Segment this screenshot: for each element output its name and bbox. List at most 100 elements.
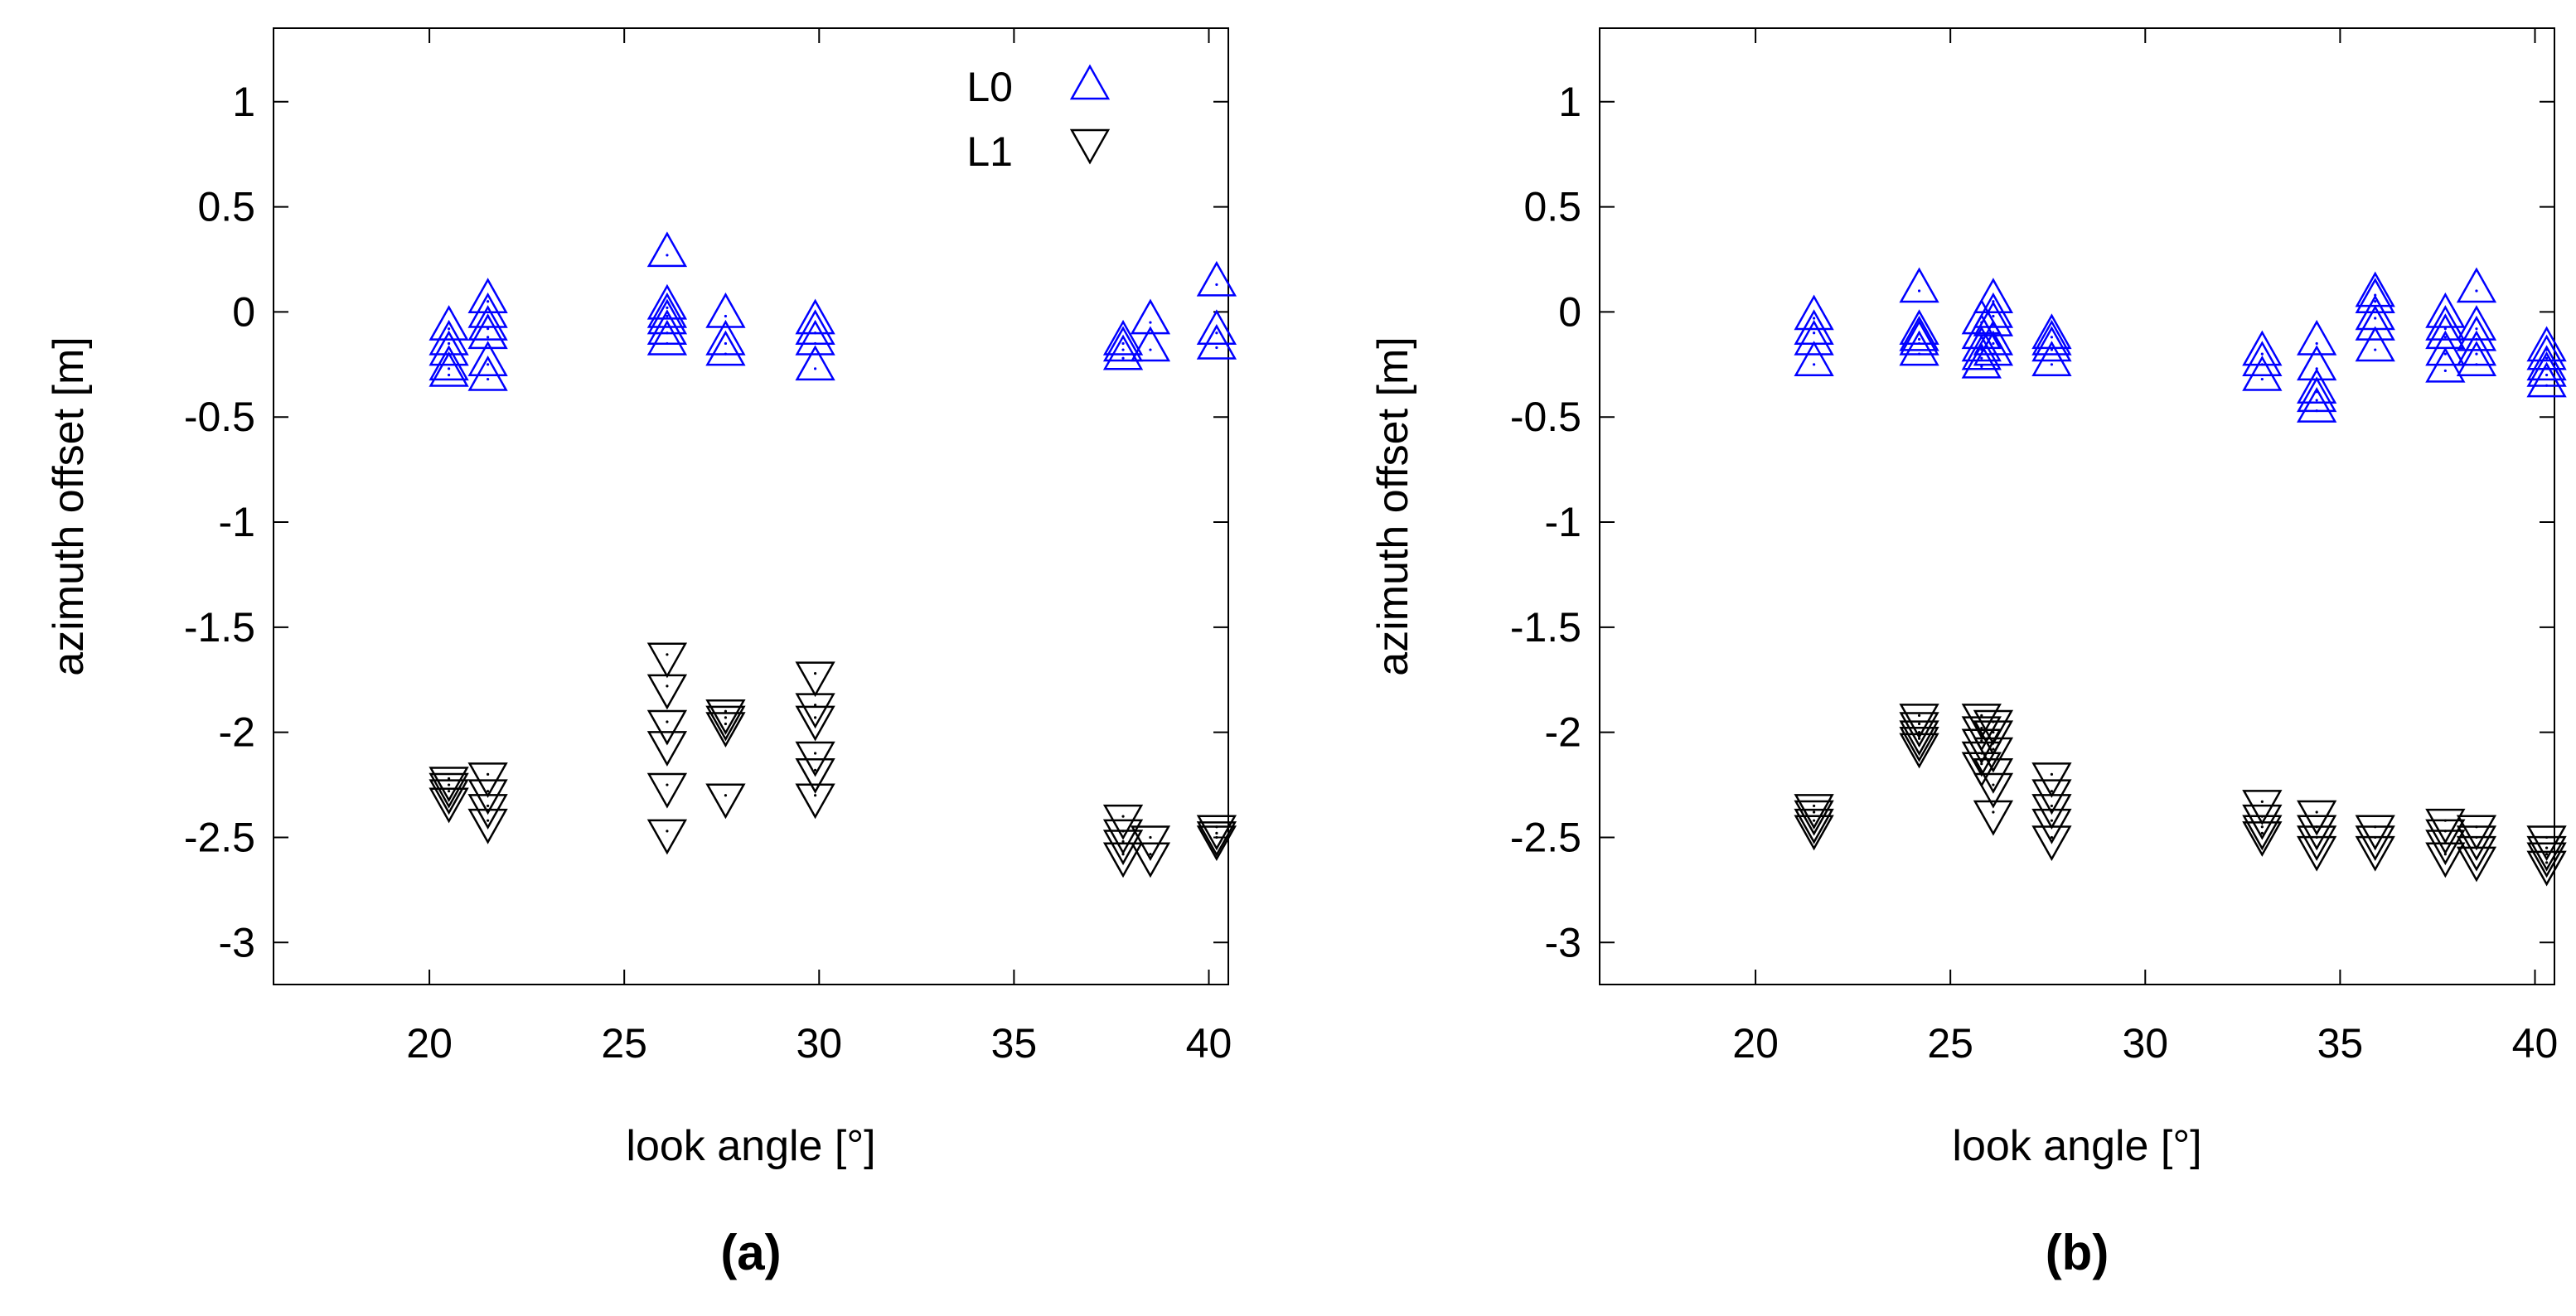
x-tick-label: 35 [991,1020,1038,1067]
l1-point-center [813,794,817,797]
l0-point-center [666,306,669,309]
l0-point [1794,309,1834,346]
l0-point-center [1813,363,1816,366]
l1-point-center [1992,810,1995,814]
l0-point-center [1917,337,1921,341]
l0-point [429,319,469,356]
l0-point [1794,319,1834,356]
l0-point [467,278,508,313]
l0-point-center [2374,348,2377,351]
l0-point-center [1992,352,1995,356]
l1-point [1102,830,1144,866]
l0-point-center [2260,363,2264,366]
l0-point [2031,326,2072,362]
x-tick-label: 25 [1927,1020,1973,1067]
x-tick-label: 20 [406,1020,453,1067]
l1-point-center [1917,722,1921,726]
l1-point [646,772,688,809]
l1-point [1196,821,1237,857]
l0-point [1899,267,1939,303]
l0-point-center [487,363,490,366]
l1-point [705,783,746,820]
l1-point-center [2443,839,2447,844]
l0-point [646,319,688,356]
l1-point-center [666,783,669,786]
l1-point-center [1121,853,1125,856]
l1-point-center [1992,768,1995,772]
l1-point [1899,720,1939,757]
l0-point [2425,346,2466,383]
l0-point [2425,305,2466,341]
l0-point-center [1992,341,1995,346]
legend-label-l0: L0 [966,64,1013,110]
l1-point-center [1917,714,1921,717]
l0-point [1899,330,1939,366]
l0-point-center [2050,336,2054,339]
x-tick-label: 30 [796,1020,842,1067]
l1-point-center [1121,839,1125,844]
l1-point [2242,790,2283,825]
l1-point [795,661,835,698]
l1-point-center [447,777,451,781]
l0-point-center [487,336,490,339]
x-axis-ticks-a: 20 25 30 35 40 [406,28,1232,1067]
l0-point [1899,315,1939,351]
l0-point [1794,341,1834,377]
l0-point-center [2475,327,2478,331]
l1-point-center [487,772,490,776]
legend: L0 L1 [966,64,1111,175]
l1-point [467,808,508,844]
l1-point [1961,716,2002,752]
l1-point [1130,842,1171,878]
l0-point [2242,341,2283,377]
l1-point-center [1149,853,1152,856]
legend-label-l1: L1 [966,128,1013,175]
y-axis-label-b: azimuth offset [m] [1369,336,1417,675]
l1-point-center [724,709,728,713]
l1-point [1794,815,1834,851]
l1-point [646,819,688,855]
l1-point [2425,819,2466,855]
l1-point-center [1215,831,1218,835]
y-tick-label: 0 [232,288,255,335]
y-tick-label: 0 [1558,288,1581,335]
l1-point-center [1992,731,1995,734]
l1-point [2297,815,2337,851]
l1-point [646,731,688,767]
l0-point [2456,341,2497,377]
l0-point-center [2545,384,2549,387]
l1-point [2297,835,2337,872]
x-tick-label: 25 [601,1020,647,1067]
l1-point [429,779,469,815]
l1-point-center [487,790,490,793]
l0-point [1196,260,1237,297]
l1-point [1794,794,1834,830]
l1-point [2425,830,2466,866]
l0-point [429,351,469,387]
l0-point [795,298,835,335]
l0-point-center [1149,321,1152,324]
l0-point-center [1992,314,1995,318]
scatter-marks-a [429,231,1237,878]
l0-point-center [1917,289,1921,293]
l0-point [1973,278,2014,313]
l0-point-center [2545,367,2549,370]
l1-point [2031,779,2072,815]
panel-a: 1 0.5 0 -0.5 -1 -1.5 -2 -2.5 -3 20 25 30 35 40 azimu… [45,27,1237,1280]
l0-point-center [666,341,669,346]
l1-point [2242,815,2283,851]
l1-point [429,772,469,809]
l0-point [467,305,508,341]
l1-point-center [2545,846,2549,849]
l1-point [646,642,688,679]
l0-point-center [724,341,728,346]
panel-label-a: (a) [720,1225,781,1280]
l1-point-center [1813,810,1816,814]
l1-point-center [2050,790,2054,793]
l1-point-center [2545,861,2549,864]
l0-point [2526,326,2567,362]
l1-point [2456,825,2497,862]
l0-point [2242,330,2283,366]
l1-point [1794,800,1834,836]
l1-point-center [1980,762,1983,766]
